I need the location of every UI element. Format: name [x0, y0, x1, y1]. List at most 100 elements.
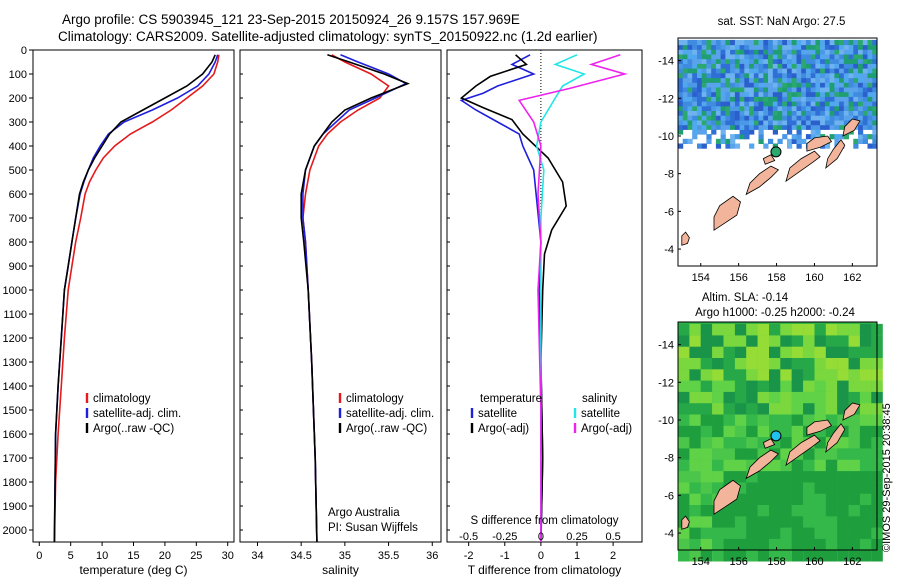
- argo-location-marker: [770, 430, 782, 442]
- sla-cell: [723, 357, 735, 370]
- sst-cell: [763, 82, 769, 88]
- sst-cell: [758, 91, 764, 97]
- sst-cell: [824, 96, 831, 102]
- sla-cell: [814, 323, 826, 336]
- sst-cell: [739, 124, 745, 130]
- sst-cell: [843, 105, 849, 111]
- sst-cell: [715, 68, 722, 74]
- sst-cell: [805, 87, 812, 93]
- sla-cell: [837, 493, 849, 505]
- sla-cell: [723, 403, 735, 415]
- sst-cell: [867, 96, 873, 102]
- sst-cell: [867, 134, 873, 140]
- temperature-panel-frame: [32, 49, 235, 543]
- y-tick-label: 600: [9, 189, 27, 201]
- island-1-5: [825, 139, 846, 170]
- sla-cell: [712, 369, 724, 381]
- sst-cell: [820, 58, 826, 64]
- sst-cell: [796, 134, 802, 140]
- sst-cell: [862, 68, 868, 74]
- sst-cell: [787, 49, 793, 55]
- sst-cell: [744, 124, 750, 130]
- temperature-legend-label: satellite-adj. clim.: [93, 408, 181, 420]
- sla-cell: [848, 391, 861, 404]
- sla-cell: [791, 436, 804, 449]
- x-tick-label: 35.5: [378, 550, 399, 562]
- sla-cell: [780, 357, 792, 370]
- s-tick-label: 0: [538, 531, 544, 543]
- sst-cell: [810, 44, 816, 50]
- sla-cell: [700, 527, 713, 539]
- sst-cell: [734, 63, 741, 69]
- sst-cell: [777, 63, 783, 69]
- sst-cell: [824, 120, 831, 126]
- sst-cell: [706, 49, 712, 55]
- sla-cell: [814, 414, 826, 426]
- y-tick-label: 700: [9, 213, 27, 225]
- sla-cell: [848, 482, 861, 494]
- sla-cell: [780, 346, 792, 358]
- sst-cell: [758, 120, 764, 126]
- legend-group-temperature: temperature: [480, 393, 542, 405]
- sst-cell: [758, 129, 764, 135]
- sst-cell: [687, 101, 693, 107]
- sst-cell: [787, 87, 793, 93]
- sst-cell: [829, 124, 835, 130]
- sst-cell: [687, 82, 693, 88]
- sst-cell: [744, 110, 750, 116]
- sst-cell: [697, 63, 703, 69]
- sla-cell: [859, 516, 872, 528]
- sst-cell: [815, 120, 821, 126]
- sst-cell: [772, 143, 778, 149]
- sla-cell: [723, 538, 735, 551]
- island-2-2: [745, 449, 780, 480]
- sst-cell: [787, 54, 793, 60]
- sst-cell: [867, 110, 873, 116]
- sla-cell: [814, 493, 826, 505]
- sst-cell: [734, 96, 741, 102]
- sla-cell: [837, 516, 849, 528]
- sst-cell: [730, 58, 736, 64]
- sla-cell: [803, 459, 815, 472]
- difference-series-temperature-argo: [459, 54, 568, 543]
- sst-cell: [787, 77, 793, 83]
- sst-cell: [734, 105, 741, 111]
- sla-cell: [780, 482, 792, 494]
- sst-cell: [853, 63, 859, 69]
- sla-cell: [757, 414, 770, 426]
- sla-cell: [791, 459, 804, 472]
- sst-cell: [768, 44, 774, 50]
- sla-cell: [746, 470, 758, 483]
- island-2-5: [825, 423, 846, 454]
- sst-cell: [796, 44, 802, 50]
- sla-cell: [723, 414, 735, 426]
- sst-cell: [862, 63, 868, 69]
- temperature-series-climatology: [53, 54, 220, 543]
- sst-cell: [753, 58, 759, 64]
- sla-cell: [757, 448, 770, 460]
- sla-cell: [780, 414, 792, 426]
- sla-cell: [678, 470, 690, 483]
- legend-group-salinity: salinity: [582, 393, 617, 405]
- sst-cell: [796, 101, 802, 107]
- y-tick-label: 100: [9, 69, 27, 81]
- sla-cell: [825, 380, 838, 392]
- sst-cell: [758, 49, 764, 55]
- sla-cell: [700, 425, 713, 438]
- sst-cell: [734, 110, 741, 116]
- sst-cell: [791, 39, 797, 46]
- sla-cell: [678, 425, 690, 438]
- sst-cell: [678, 105, 684, 111]
- sla-cell: [837, 504, 849, 517]
- sst-cell: [777, 44, 783, 50]
- sla-cell: [723, 380, 735, 392]
- sst-cell: [692, 120, 698, 126]
- sla-cell: [825, 482, 838, 494]
- sst-cell: [753, 63, 759, 69]
- sst-cell: [834, 63, 840, 69]
- sst-cell: [862, 105, 868, 111]
- sst-cell: [824, 49, 831, 55]
- sst-cell: [711, 115, 717, 121]
- sst-cell: [791, 44, 797, 50]
